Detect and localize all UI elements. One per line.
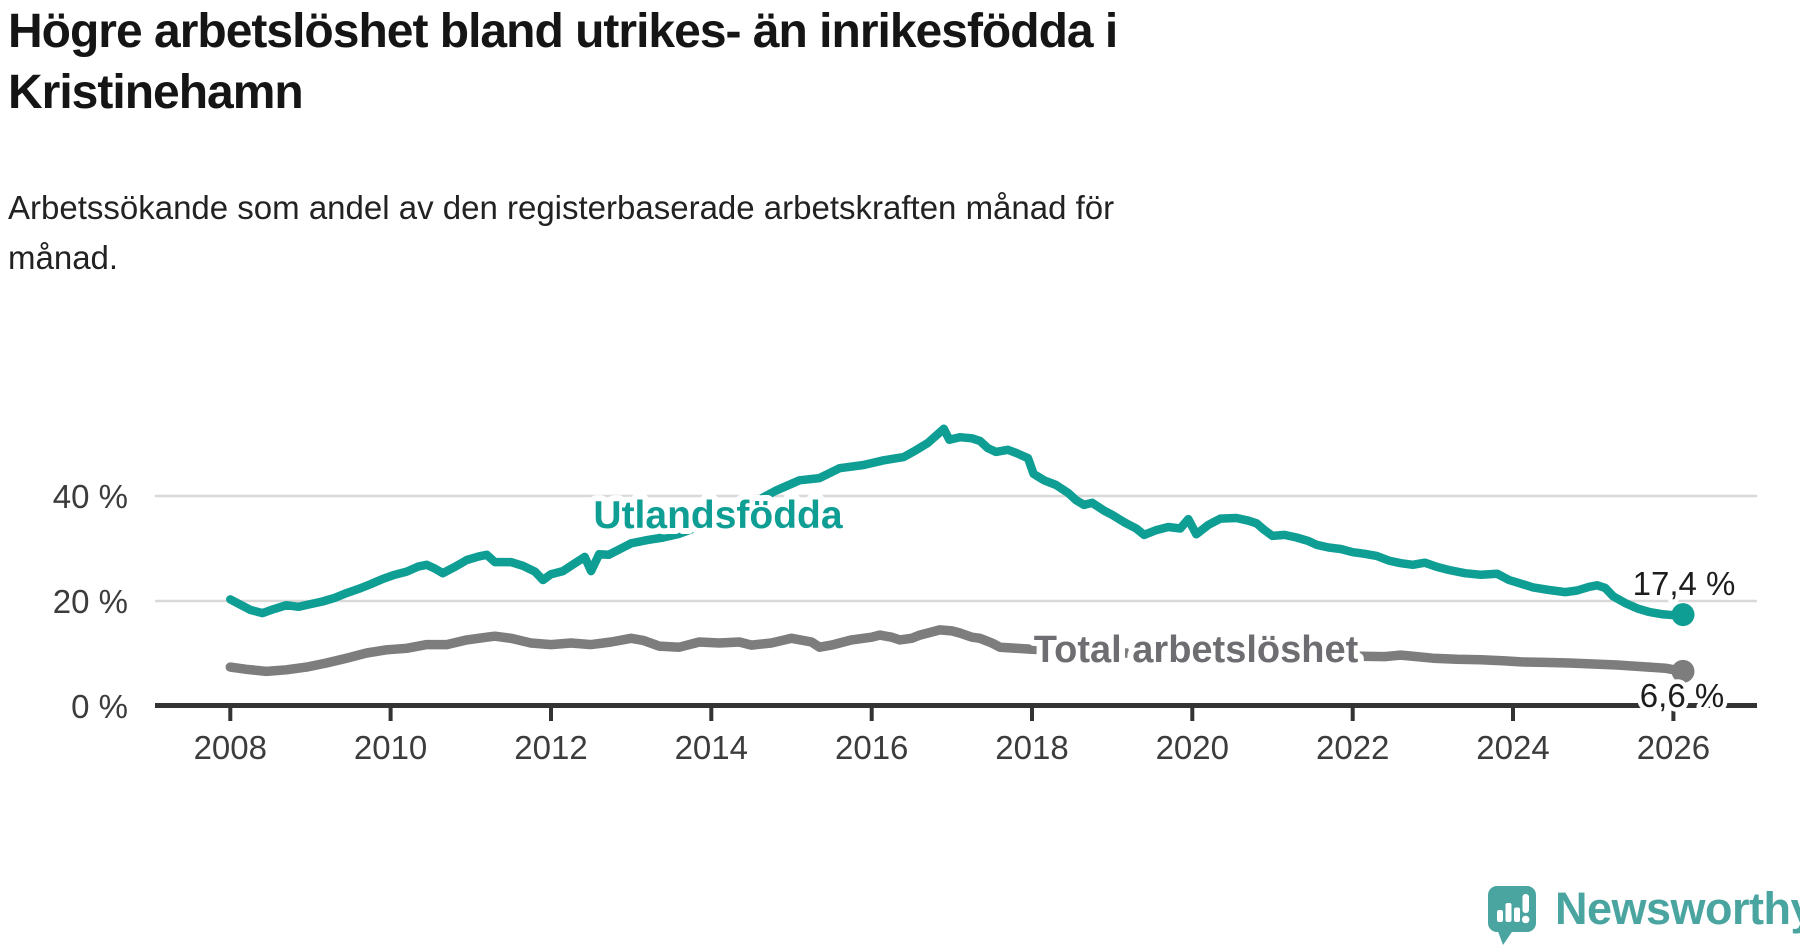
gridlines — [155, 494, 1757, 603]
total-arbetsloshet-line — [225, 625, 1688, 677]
utlandsfodda-series-label: Utlandsfödda — [593, 494, 842, 537]
bar-3 — [1514, 907, 1520, 922]
chart-subtitle: Arbetssökande som andel av den registerb… — [8, 189, 1115, 277]
x-axis-label-2014: 2014 — [675, 729, 748, 766]
newsworthy-logo: Newsworthy — [1486, 884, 1800, 948]
x-axis-label-2022: 2022 — [1316, 729, 1389, 766]
x-axis — [155, 703, 1757, 721]
x-axis-label-2018: 2018 — [995, 729, 1068, 766]
page-title: Högre arbetslöshet bland utrikes- än inr… — [8, 5, 1118, 119]
y-axis-labels: 0 % 20 % 40 % — [53, 478, 128, 725]
y-axis-label-0: 0 % — [71, 688, 128, 725]
x-axis-ticks — [228, 706, 1676, 721]
x-axis-label-2012: 2012 — [514, 729, 587, 766]
total-end-dot — [1671, 659, 1695, 683]
total-value-label: 6,6 % — [1640, 677, 1724, 714]
total-series-label: Total arbetslöshet — [1034, 629, 1359, 671]
newsworthy-logo-icon — [1488, 886, 1536, 945]
utlandsfodda-end-dot — [1671, 603, 1695, 627]
y-axis-label-20: 20 % — [53, 583, 128, 620]
x-axis-label-2024: 2024 — [1476, 729, 1549, 766]
x-axis-labels: 2008 2010 2012 2014 2016 2018 2020 2022 2024 2026 — [194, 729, 1711, 766]
exclamation-bar — [1522, 894, 1529, 913]
exclamation-dot — [1521, 915, 1530, 924]
utlandsfodda-line — [226, 424, 1688, 620]
x-axis-label-2016: 2016 — [835, 729, 908, 766]
x-axis-label-2020: 2020 — [1156, 729, 1229, 766]
x-axis-label-2026: 2026 — [1637, 729, 1710, 766]
bar-2 — [1505, 903, 1512, 922]
y-axis-label-40: 40 % — [53, 478, 128, 515]
bar-1 — [1497, 910, 1503, 922]
x-axis-label-2010: 2010 — [354, 729, 427, 766]
x-axis-label-2008: 2008 — [194, 729, 267, 766]
newsworthy-wordmark: Newsworthy — [1555, 883, 1800, 934]
utlandsfodda-value-label: 17,4 % — [1633, 565, 1736, 602]
